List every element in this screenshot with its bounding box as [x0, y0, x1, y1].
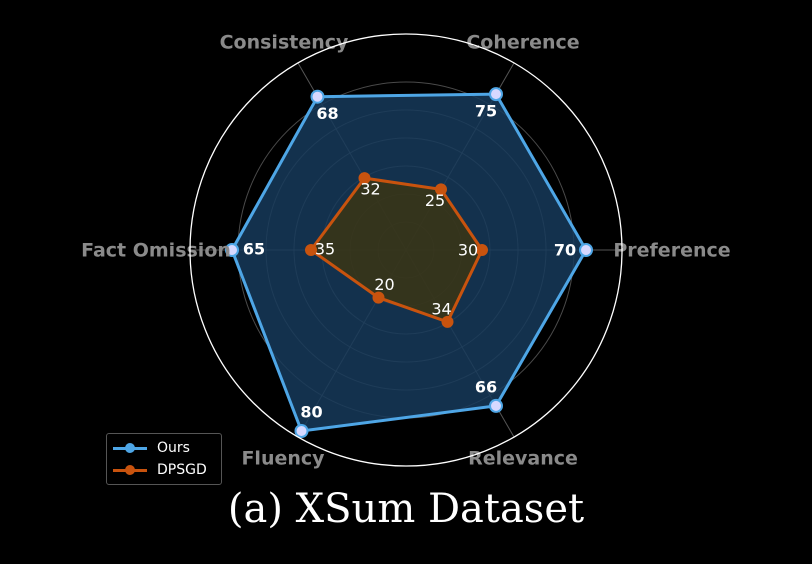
axis-label-relevance: Relevance [468, 448, 578, 470]
dpsgd-point-1 [435, 183, 447, 196]
outer-frame [189, 33, 623, 467]
legend-label-dpsgd: DPSGD [157, 462, 207, 478]
legend-swatch-dpsgd [113, 464, 147, 475]
legend-item-ours: Ours [113, 438, 190, 458]
ours-point-2 [310, 89, 325, 104]
ours-point-3 [225, 243, 239, 257]
ours-value-label-3: 65 [243, 240, 265, 259]
dpsgd-value-label-4: 20 [374, 275, 394, 294]
ours-value-label-5: 66 [475, 377, 497, 396]
legend-label-ours: Ours [157, 440, 190, 456]
ours-point-1 [489, 87, 503, 102]
legend: Ours DPSGD [106, 433, 222, 485]
dpsgd-point-0 [476, 244, 488, 256]
dpsgd-point-5 [441, 315, 454, 328]
dpsgd-point-2 [358, 172, 371, 185]
dpsgd-value-label-5: 34 [431, 299, 451, 318]
dpsgd-point-3 [305, 244, 317, 256]
ours-value-label-0: 70 [554, 241, 576, 260]
ours-value-label-4: 80 [300, 402, 322, 421]
axis-label-coherence: Coherence [466, 32, 579, 54]
dpsgd-value-label-2: 32 [360, 180, 380, 199]
ours-point-4 [294, 423, 309, 438]
dpsgd-value-label-0: 30 [458, 241, 478, 260]
axis-label-consistency: Consistency [220, 32, 349, 54]
chart-caption: (a) XSum Dataset [227, 486, 585, 532]
axis-label-preference: Preference [613, 240, 730, 262]
dpsgd-point-4 [372, 291, 385, 304]
ours-value-label-2: 68 [316, 104, 338, 123]
axis-label-fluency: Fluency [241, 448, 325, 470]
dpsgd-value-label-3: 35 [315, 240, 335, 259]
legend-swatch-ours [113, 442, 147, 453]
ours-value-label-1: 75 [475, 102, 497, 121]
dpsgd-value-label-1: 25 [425, 191, 445, 210]
ours-point-0 [579, 243, 593, 257]
legend-item-dpsgd: DPSGD [113, 460, 207, 480]
axis-label-fact-omission: Fact Omission [81, 240, 231, 262]
ours-point-5 [489, 398, 503, 413]
